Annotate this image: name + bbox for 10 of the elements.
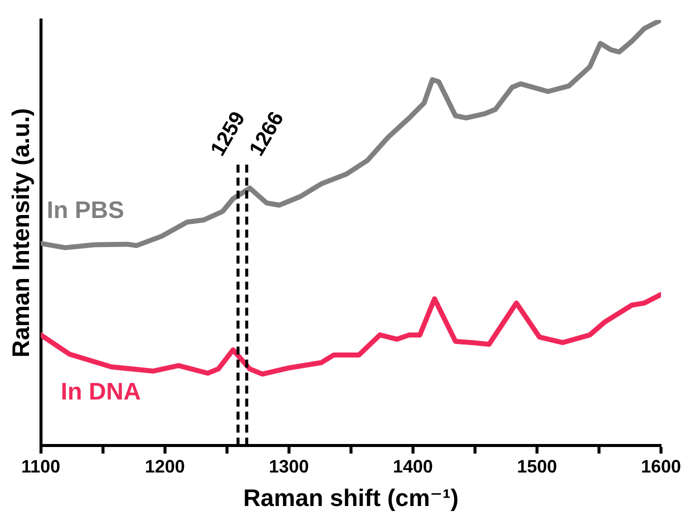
x-axis-title: Raman shift (cm⁻¹) (243, 485, 459, 512)
x-tick-label: 1500 (516, 456, 557, 476)
x-tick-label: 1600 (640, 456, 682, 476)
x-tick-label: 1300 (268, 456, 309, 476)
x-tick-label: 1100 (21, 456, 60, 476)
x-tick-label: 1400 (392, 456, 433, 476)
series-label: In DNA (60, 378, 141, 406)
x-tick-label: 1200 (144, 456, 185, 476)
series-label: In PBS (46, 197, 124, 224)
y-axis-title: Raman Intensity (a.u.) (8, 108, 36, 358)
